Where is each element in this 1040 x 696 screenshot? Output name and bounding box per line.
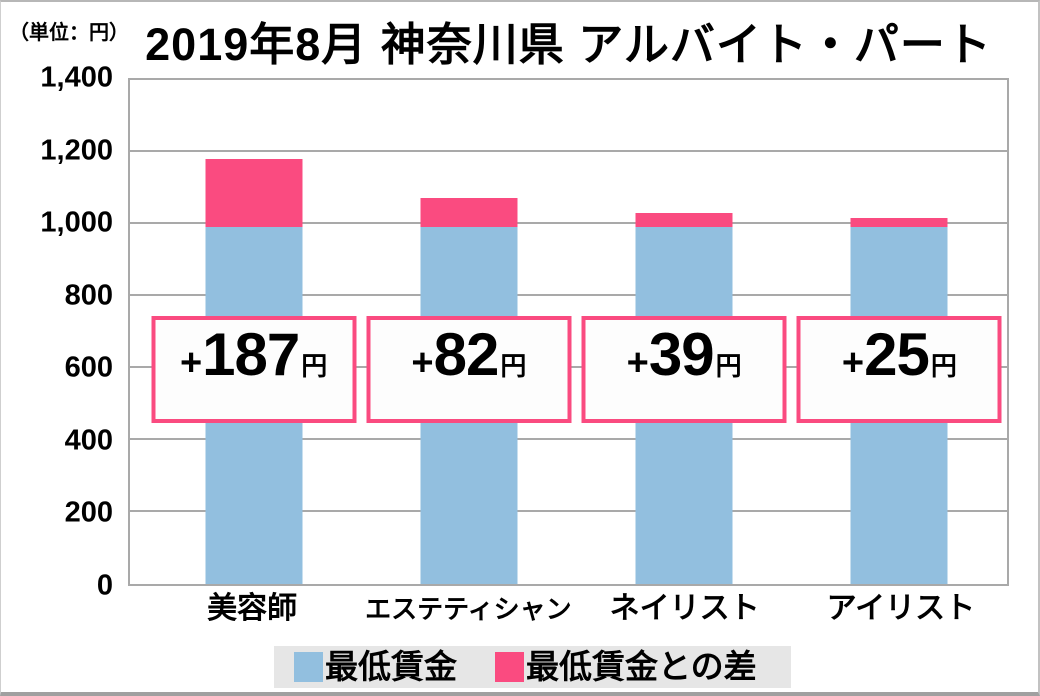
annotation-0-num: 187 xyxy=(202,321,300,388)
unit-label: （単位：円） xyxy=(9,22,129,44)
legend-item-min-wage: 最低賃金 xyxy=(294,646,457,688)
y-axis: 0 200 400 600 800 1,000 1,200 1,400 xyxy=(1,62,113,602)
annotation-box-1: +82 円 xyxy=(366,316,572,423)
plot-area: +187 円 +82 円 +39 円 +25 円 xyxy=(128,78,1009,586)
annotation-text-2: +39 円 xyxy=(627,320,742,419)
y-tick-label-600: 600 xyxy=(64,351,113,384)
bar-0-segment-diff xyxy=(205,159,303,228)
annotation-2-num: 39 xyxy=(648,321,715,388)
legend-label-diff: 最低賃金との差 xyxy=(526,648,757,685)
annotation-text-1: +82 円 xyxy=(411,320,526,419)
annotation-1-num: 82 xyxy=(433,321,500,388)
y-tick-label-200: 200 xyxy=(64,496,113,529)
annotation-0-unit: 円 xyxy=(301,351,328,381)
annotation-3-plus: + xyxy=(841,342,865,384)
annotation-text-0: +187 円 xyxy=(180,320,327,419)
legend-item-diff: 最低賃金との差 xyxy=(495,646,757,688)
bar-slot-0: +187 円 xyxy=(146,80,361,584)
x-axis: 美容師 エステティシャン ネイリスト アイリスト xyxy=(128,590,1009,628)
chart-title: 2019年8月 神奈川県 アルバイト・パート xyxy=(145,19,992,70)
y-tick-label-1000: 1,000 xyxy=(40,206,113,239)
annotation-1-unit: 円 xyxy=(500,351,527,381)
y-tick-label-0: 0 xyxy=(96,569,113,602)
annotation-0-plus: + xyxy=(179,342,203,384)
bars-layer: +187 円 +82 円 +39 円 +25 円 xyxy=(130,80,1007,584)
annotation-3-unit: 円 xyxy=(930,351,957,381)
gridline-1000 xyxy=(130,222,1007,224)
legend-swatch-min-wage xyxy=(294,652,323,682)
bar-2-segment-diff xyxy=(635,213,733,228)
x-axis-label-2: ネイリスト xyxy=(609,592,760,625)
annotation-2-plus: + xyxy=(626,342,649,384)
annotation-1-plus: + xyxy=(411,342,434,384)
annotation-3-num: 25 xyxy=(864,321,930,388)
y-tick-label-1400: 1,400 xyxy=(40,61,113,94)
x-axis-label-1: エステティシャン xyxy=(365,594,572,624)
legend-label-min-wage: 最低賃金 xyxy=(325,648,457,685)
y-tick-label-400: 400 xyxy=(64,424,113,457)
gridline-800 xyxy=(130,294,1007,296)
annotation-box-0: +187 円 xyxy=(151,316,357,423)
x-axis-label-3: アイリスト xyxy=(826,592,976,625)
bar-1-segment-diff xyxy=(420,197,518,228)
annotation-box-3: +25 円 xyxy=(796,316,1002,423)
gridline-1200 xyxy=(130,150,1007,152)
legend: 最低賃金 最低賃金との差 xyxy=(274,646,791,688)
bar-slot-1: +82 円 xyxy=(361,80,576,584)
x-axis-label-0: 美容師 xyxy=(207,592,298,625)
gridline-400 xyxy=(130,438,1007,440)
annotation-box-2: +39 円 xyxy=(581,316,787,423)
annotation-2-unit: 円 xyxy=(715,351,742,381)
bar-3-segment-diff xyxy=(850,218,948,228)
bar-slot-3: +25 円 xyxy=(792,80,1007,584)
bar-slot-2: +39 円 xyxy=(577,80,792,584)
annotation-text-3: +25 円 xyxy=(842,320,957,419)
y-tick-label-1200: 1,200 xyxy=(40,134,113,167)
gridline-200 xyxy=(130,510,1007,512)
legend-swatch-diff xyxy=(495,652,524,682)
y-tick-label-800: 800 xyxy=(64,279,113,312)
